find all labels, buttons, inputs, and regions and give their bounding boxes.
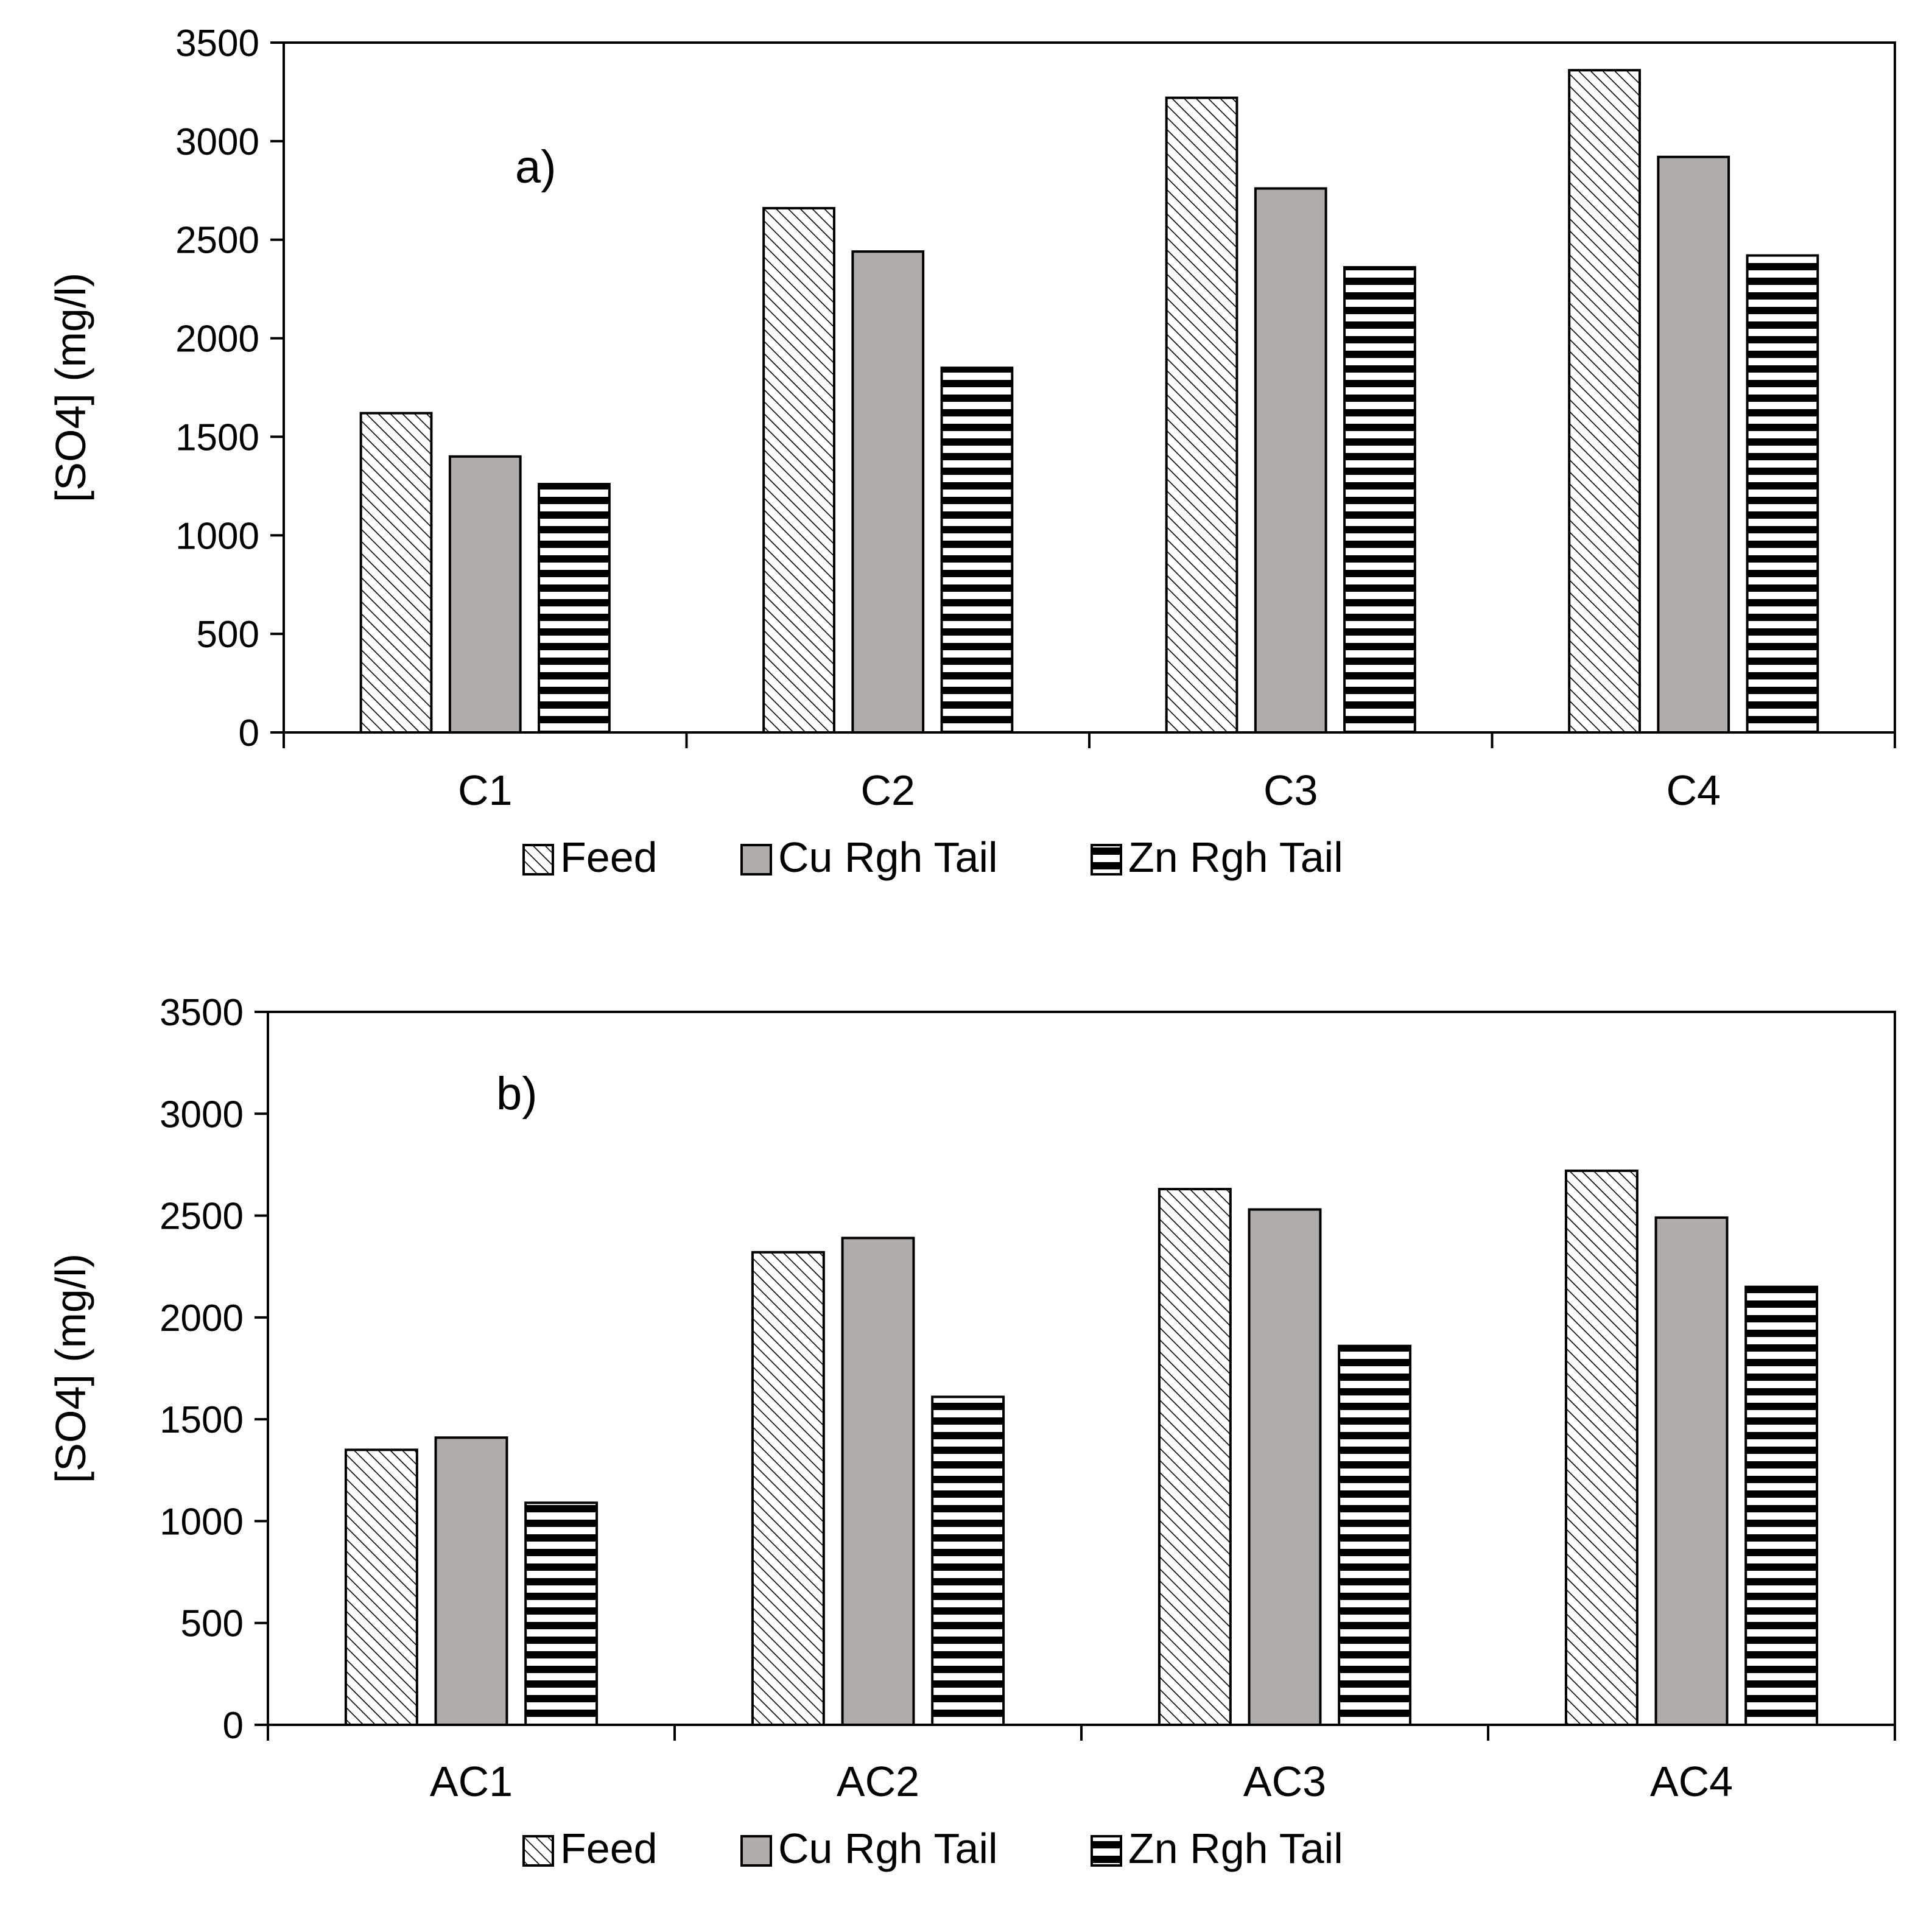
bar-zn-rgh-tail-ac1: [524, 1501, 599, 1726]
y-tick-label: 0: [223, 1705, 244, 1747]
bar-zn-rgh-tail-c3: [1343, 266, 1416, 734]
bar-feed-c1: [359, 412, 433, 734]
bar-zn-rgh-tail-c4: [1746, 254, 1819, 734]
legend-swatch-zn-rgh-tail: [1091, 1835, 1122, 1867]
bar-feed-ac2: [751, 1251, 825, 1726]
legend-label-zn-rgh-tail: Zn Rgh Tail: [1128, 833, 1343, 881]
legend-swatch-cu-rgh-tail: [740, 844, 772, 876]
x-category-label: AC1: [430, 1758, 513, 1805]
y-tick-label: 2000: [160, 1297, 244, 1339]
x-category-label: AC2: [837, 1758, 919, 1805]
y-tick-label: 3500: [160, 992, 244, 1034]
y-tick-label: 500: [197, 614, 259, 656]
y-tick-label: 3500: [175, 23, 259, 65]
legend-label-feed: Feed: [560, 833, 658, 881]
y-tick-label: 1000: [160, 1501, 244, 1543]
y-tick-label: 2500: [160, 1196, 244, 1238]
legend: Feed Cu Rgh Tail Zn Rgh Tail: [522, 1825, 1343, 1872]
bar-zn-rgh-tail-c2: [940, 367, 1014, 734]
legend-label-cu-rgh-tail: Cu Rgh Tail: [778, 1825, 998, 1872]
x-category-label: C1: [458, 767, 512, 814]
bar-cu-rgh-tail-ac4: [1654, 1216, 1729, 1726]
legend-swatch-feed: [522, 844, 554, 876]
bar-cu-rgh-tail-ac1: [434, 1436, 508, 1727]
x-category-label: C2: [861, 767, 915, 814]
bar-feed-ac4: [1564, 1169, 1639, 1726]
bar-cu-rgh-tail-c4: [1657, 155, 1730, 734]
y-tick-label: 2500: [175, 220, 259, 262]
y-axis-label: [SO4] (mg/l): [47, 273, 94, 502]
bar-feed-ac3: [1157, 1188, 1232, 1726]
y-tick-label: 2000: [175, 318, 259, 360]
bar-cu-rgh-tail-c3: [1254, 187, 1327, 734]
x-category-label: AC3: [1243, 1758, 1326, 1805]
x-category-label: AC4: [1650, 1758, 1733, 1805]
bar-zn-rgh-tail-ac4: [1744, 1285, 1819, 1726]
y-tick-label: 3000: [160, 1093, 244, 1135]
y-tick-label: 500: [181, 1603, 244, 1645]
legend-label-cu-rgh-tail: Cu Rgh Tail: [778, 833, 998, 881]
bar-cu-rgh-tail-c2: [851, 250, 925, 734]
x-category-label: C4: [1667, 767, 1721, 814]
bar-zn-rgh-tail-ac2: [931, 1395, 1005, 1727]
bar-feed-c4: [1568, 69, 1641, 734]
y-tick-label: 1500: [160, 1399, 244, 1441]
y-tick-label: 1500: [175, 416, 259, 458]
legend-label-feed: Feed: [560, 1825, 658, 1872]
y-tick-label: 0: [239, 712, 259, 754]
legend-swatch-zn-rgh-tail: [1091, 844, 1122, 876]
chart-panel-a: 0 500 1000 1500 2000 2500 3000 3500 [SO4] (mg/l)…: [47, 23, 1896, 881]
chart-panel-b: 0 500 1000 1500 2000 2500 3000 3500 [SO4] (mg/l)…: [47, 992, 1896, 1872]
legend-swatch-feed: [522, 1835, 554, 1867]
y-axis-label: [SO4] (mg/l): [47, 1254, 94, 1483]
panel-label: a): [515, 141, 557, 193]
bar-zn-rgh-tail-ac3: [1338, 1344, 1412, 1726]
bar-feed-ac1: [344, 1448, 418, 1727]
legend: Feed Cu Rgh Tail Zn Rgh Tail: [522, 833, 1343, 881]
legend-label-zn-rgh-tail: Zn Rgh Tail: [1128, 1825, 1343, 1872]
panel-label: b): [496, 1068, 538, 1120]
y-tick-label: 1000: [175, 515, 259, 557]
bar-zn-rgh-tail-c1: [538, 483, 611, 734]
bar-feed-c2: [762, 206, 835, 734]
bar-feed-c3: [1165, 96, 1238, 734]
bar-cu-rgh-tail-c1: [448, 455, 522, 734]
bar-cu-rgh-tail-ac2: [841, 1237, 915, 1726]
x-category-label: C3: [1263, 767, 1318, 814]
y-tick-label: 3000: [175, 121, 259, 163]
legend-swatch-cu-rgh-tail: [740, 1835, 772, 1867]
bar-cu-rgh-tail-ac3: [1248, 1208, 1322, 1726]
